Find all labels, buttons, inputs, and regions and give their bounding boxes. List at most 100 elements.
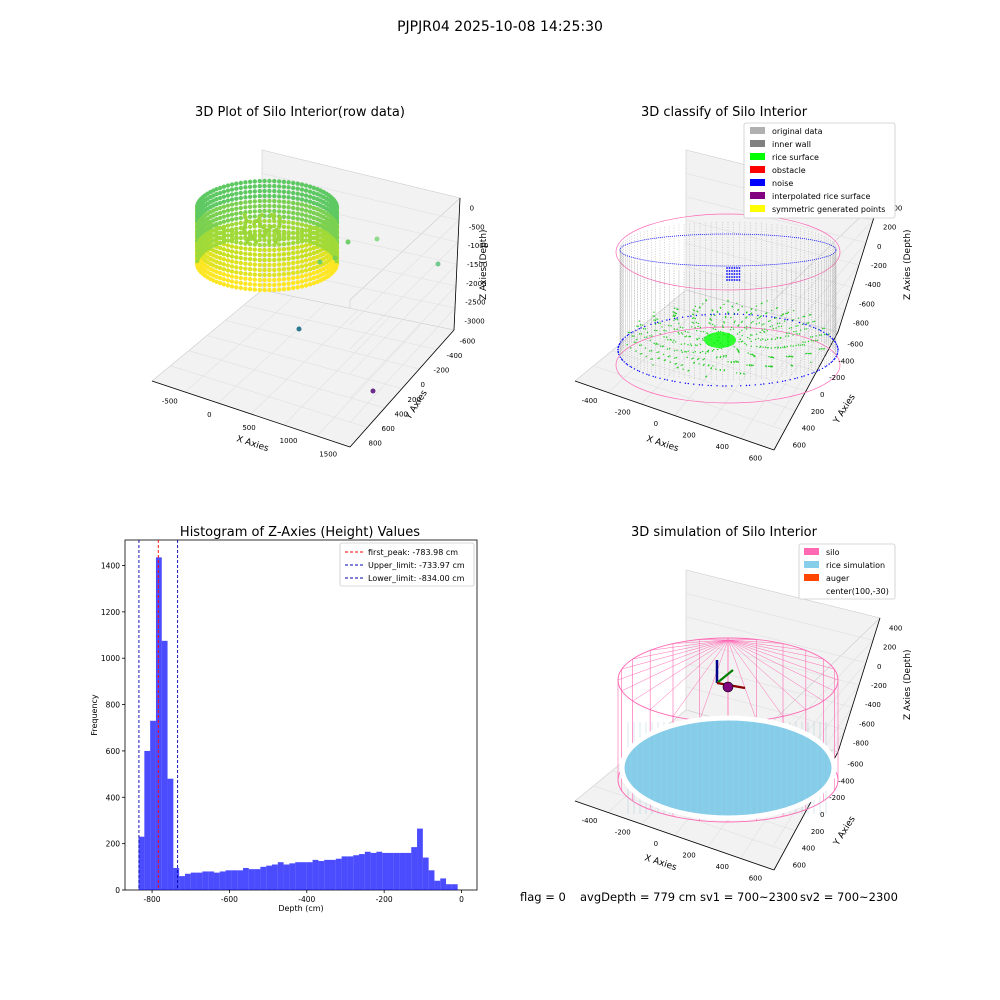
noise-point [731,270,733,272]
raw-point [218,230,223,236]
rice-surface-point [694,351,696,353]
rice-surface-point [761,324,763,326]
rice-surface-point [690,343,692,345]
histogram-bar [283,864,290,890]
noise-point [815,327,817,329]
rice-surface-point [792,309,795,312]
silo-roof-wire [632,639,729,660]
rice-surface-point [790,355,792,358]
rice-surface-point [691,321,693,323]
rice-surface-point [742,340,744,342]
silo-roof-wire [699,639,729,641]
classify-y-tick: -200 [829,374,845,382]
rice-surface-point [766,330,768,332]
raw-point [238,240,243,246]
simulation-y-tick: 400 [802,845,815,853]
raw-point [281,262,287,267]
raw-point [238,215,243,221]
noise-point [666,379,668,381]
legend-swatch [750,140,765,147]
raw-point [234,240,239,245]
noise-point [733,270,736,272]
simulation-y-tick: -400 [838,777,854,785]
raw-point [307,234,313,239]
raw-point [272,262,277,268]
raw-point [272,267,277,273]
simulation-x-tick: 600 [749,874,762,882]
rice-surface-point [682,327,684,329]
rice-surface-point [716,356,718,358]
raw-outlier-point [435,261,441,267]
raw-point [311,265,316,271]
noise-point [731,276,733,278]
rice-surface-point [807,340,810,343]
raw-point [238,275,243,281]
legend-frame [798,543,896,600]
raw-point [286,185,291,190]
noise-point [837,348,839,350]
raw-point [295,240,300,245]
raw-point [242,228,247,232]
raw-point [247,184,253,189]
rice-surface-point [663,336,665,338]
raw-point [262,247,267,253]
rice-surface-point [675,318,677,320]
noise-point [798,321,801,324]
raw-point [303,258,309,263]
raw-point [234,265,239,270]
rice-surface-point [760,339,762,341]
rice-surface-point [639,344,641,346]
raw-point [262,198,267,204]
raw-point [234,226,239,231]
grid-line [773,242,867,351]
histogram-bar [399,852,406,890]
noise-point [733,313,736,315]
raw-point [277,189,282,194]
raw-y-tick: -200 [434,367,450,375]
histogram-bar [341,856,348,890]
rice-surface-point [684,350,686,353]
raw-point [218,210,223,216]
raw-point [262,203,267,209]
rice-surface-point [788,327,791,329]
raw-point [257,208,262,214]
rice-surface-point [698,337,700,339]
rice-surface-point [636,325,638,327]
raw-point [214,192,219,197]
rice-surface-point [803,344,806,346]
rice-surface-point [699,351,702,354]
noise-point [681,316,684,318]
raw-point [225,238,231,243]
rice-surface-point [810,314,812,316]
raw-point [286,215,291,220]
raw-point [225,208,231,213]
silo-roof-wire [727,639,757,641]
classify-z-tick: 200 [883,224,896,232]
rice-surface-point [653,342,655,345]
rice-surface-point [653,315,656,317]
rice-surface-point [700,330,702,333]
classify-z-tick: -400 [865,281,881,289]
raw-point [252,267,257,272]
histogram-y-tick-label: 400 [106,793,121,802]
raw-point [257,188,262,194]
raw-point [286,210,291,215]
raw-point [291,260,296,266]
raw-point [281,277,287,282]
raw-point [272,213,277,217]
raw-point [225,248,231,253]
rice-surface-point [719,369,721,371]
raw-3d-points [194,178,441,394]
raw-point [286,200,291,205]
noise-point [673,317,676,320]
raw-point [252,214,257,219]
rice-surface-point [802,316,804,318]
legend-label: Lower_limit: -834.00 cm [368,574,465,583]
histogram-bar [167,778,174,890]
raw-point [311,200,316,206]
noise-point [731,273,733,275]
raw-point [262,257,267,263]
raw-point [291,205,296,211]
raw-point [234,280,239,285]
noise-point [768,382,770,385]
